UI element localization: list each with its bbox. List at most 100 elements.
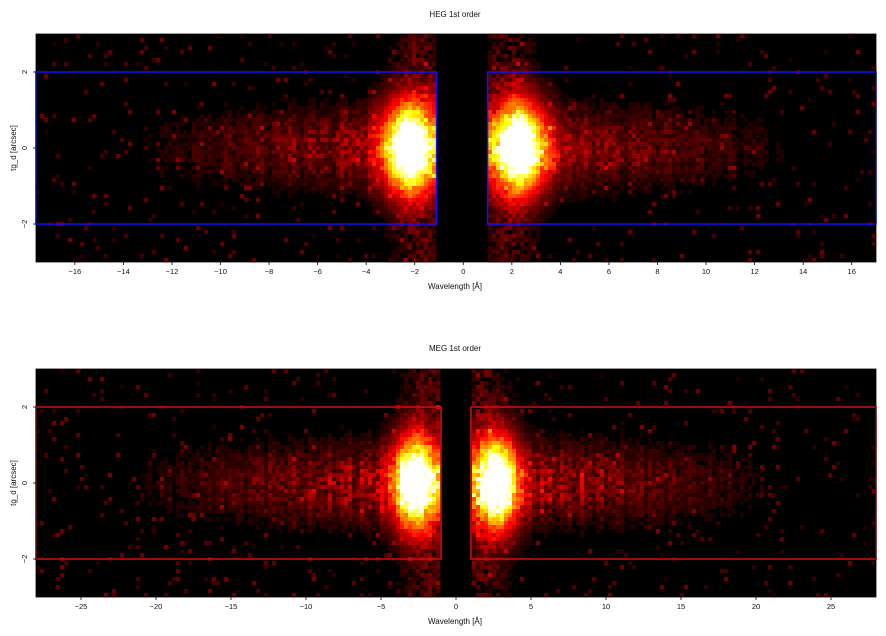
- heatmap-cell: [408, 178, 413, 183]
- heatmap-cell: [248, 449, 253, 454]
- heatmap-cell: [376, 170, 381, 175]
- heatmap-cell: [360, 186, 365, 191]
- heatmap-cell: [276, 178, 281, 183]
- heatmap-cell: [252, 545, 257, 550]
- heatmap-cell: [488, 74, 493, 79]
- x-tick-label: −8: [265, 267, 274, 276]
- heatmap-cell: [532, 34, 537, 39]
- heatmap-cell: [580, 106, 585, 111]
- heatmap-cell: [620, 122, 625, 127]
- heatmap-cell: [168, 138, 173, 143]
- heatmap-cell: [420, 258, 425, 263]
- heatmap-cell: [420, 130, 425, 135]
- heatmap-cell: [568, 134, 573, 139]
- heatmap-cell: [260, 453, 265, 458]
- heatmap-cell: [500, 146, 505, 151]
- heatmap-cell: [416, 110, 421, 115]
- heatmap-cell: [700, 170, 705, 175]
- heatmap-cell: [312, 501, 317, 506]
- heatmap-cell: [268, 457, 273, 462]
- heatmap-cell: [308, 489, 313, 494]
- heatmap-cell: [300, 441, 305, 446]
- heatmap-cell: [292, 102, 297, 107]
- heatmap-cell: [284, 166, 289, 171]
- heatmap-cell: [572, 174, 577, 179]
- heatmap-cell: [616, 126, 621, 131]
- heatmap-cell: [316, 254, 321, 259]
- heatmap-cell: [320, 126, 325, 131]
- heatmap-cell: [512, 210, 517, 215]
- heatmap-cell: [648, 178, 653, 183]
- heatmap-cell: [636, 114, 641, 119]
- heatmap-cell: [308, 465, 313, 470]
- heatmap-cell: [236, 457, 241, 462]
- heatmap-cell: [728, 94, 733, 99]
- heatmap-cell: [432, 250, 437, 255]
- heatmap-cell: [220, 501, 225, 506]
- heatmap-cell: [404, 102, 409, 107]
- heatmap-cell: [324, 513, 329, 518]
- heatmap-cell: [104, 54, 109, 59]
- heatmap-cell: [504, 250, 509, 255]
- heatmap-cell: [332, 517, 337, 522]
- y-tick-label: 2: [20, 70, 29, 74]
- heatmap-cell: [540, 138, 545, 143]
- heatmap-cell: [168, 186, 173, 191]
- heatmap-cell: [540, 82, 545, 87]
- heatmap-cell: [348, 106, 353, 111]
- heatmap-cell: [220, 481, 225, 486]
- heatmap-cell: [516, 182, 521, 187]
- heatmap-cell: [508, 38, 513, 43]
- heatmap-cell: [424, 46, 429, 51]
- heatmap-cell: [160, 473, 165, 478]
- heatmap-cell: [508, 238, 513, 243]
- heatmap-cell: [548, 98, 553, 103]
- heatmap-cell: [348, 130, 353, 135]
- heatmap-cell: [312, 146, 317, 151]
- heatmap-cell: [548, 158, 553, 163]
- heatmap-cell: [392, 198, 397, 203]
- heatmap-cell: [532, 98, 537, 103]
- heatmap-cell: [568, 114, 573, 119]
- heatmap-cell: [520, 154, 525, 159]
- heatmap-cell: [204, 541, 209, 546]
- heatmap-cell: [240, 146, 245, 151]
- heatmap-cell: [568, 190, 573, 195]
- heatmap-cell: [416, 242, 421, 247]
- heatmap-cell: [200, 142, 205, 147]
- heatmap-cell: [732, 162, 737, 167]
- heatmap-cell: [552, 154, 557, 159]
- heatmap-cell: [556, 130, 561, 135]
- heatmap-cell: [280, 186, 285, 191]
- heatmap-cell: [716, 174, 721, 179]
- heatmap-cell: [304, 150, 309, 155]
- heatmap-cell: [600, 150, 605, 155]
- heatmap-cell: [176, 477, 181, 482]
- heatmap-cell: [388, 210, 393, 215]
- heatmap-cell: [320, 477, 325, 482]
- heatmap-cell: [604, 174, 609, 179]
- heatmap-cell: [372, 206, 377, 211]
- heatmap-cell: [544, 198, 549, 203]
- heatmap-cell: [664, 182, 669, 187]
- heatmap-cell: [404, 170, 409, 175]
- heatmap-cell: [520, 122, 525, 127]
- heatmap-cell: [696, 158, 701, 163]
- heatmap-cell: [284, 485, 289, 490]
- heatmap-cell: [308, 477, 313, 482]
- heatmap-cell: [264, 170, 269, 175]
- heatmap-cell: [316, 130, 321, 135]
- heatmap-cell: [528, 210, 533, 215]
- heatmap-cell: [420, 226, 425, 231]
- heatmap-cell: [508, 190, 513, 195]
- heatmap-cell: [268, 162, 273, 167]
- heatmap-cell: [368, 138, 373, 143]
- heatmap-cell: [808, 198, 813, 203]
- heatmap-cell: [396, 118, 401, 123]
- heatmap-cell: [340, 473, 345, 478]
- heatmap-cell: [164, 82, 169, 87]
- heatmap-cell: [408, 146, 413, 151]
- heatmap-cell: [688, 138, 693, 143]
- heatmap-cell: [308, 170, 313, 175]
- heatmap-cell: [420, 190, 425, 195]
